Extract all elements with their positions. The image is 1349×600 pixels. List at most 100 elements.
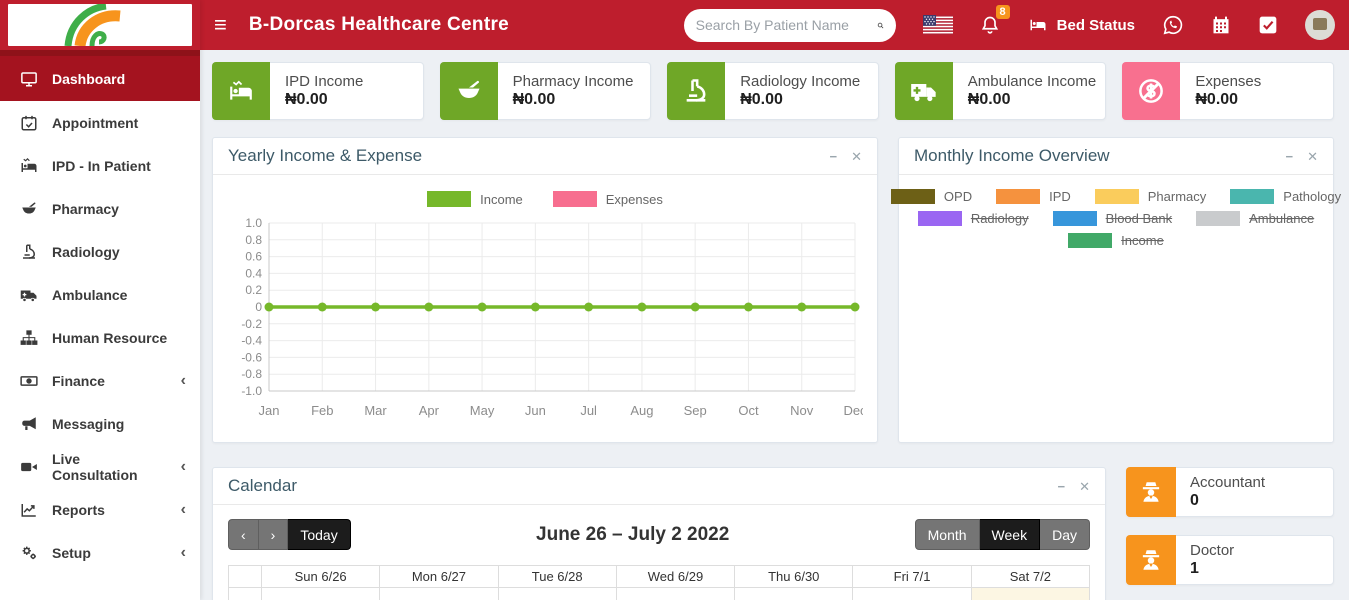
hamburger-menu-icon[interactable]: ≡ xyxy=(214,12,227,37)
sidebar-item-dashboard[interactable]: Dashboard xyxy=(0,56,200,101)
close-icon[interactable]: ✕ xyxy=(1079,478,1090,494)
calendar-prev-button[interactable]: ‹ xyxy=(228,519,259,550)
sidebar-item-label: Human Resource xyxy=(52,329,168,346)
calendar-view-day-button[interactable]: Day xyxy=(1040,519,1090,550)
close-icon[interactable]: ✕ xyxy=(851,148,862,164)
user-secret-icon xyxy=(1126,535,1176,585)
calendar-body: ‹ › Today June 26 – July 2 2022 Month We… xyxy=(213,505,1105,600)
sidebar-item-radiology[interactable]: Radiology xyxy=(0,230,200,273)
close-icon[interactable]: ✕ xyxy=(1307,148,1318,164)
svg-text:Aug: Aug xyxy=(630,403,653,418)
svg-text:Oct: Oct xyxy=(738,403,759,418)
legend-item-ambulance[interactable]: Ambulance xyxy=(1196,211,1314,226)
language-flag[interactable] xyxy=(922,15,953,35)
legend-row: OPD IPD Pharmacy Pathology xyxy=(890,189,1341,204)
us-flag-icon xyxy=(922,15,953,35)
monthly-chart-legend: OPD IPD Pharmacy Pathology Radiology Blood Ba… xyxy=(890,175,1341,248)
stat-label: Radiology Income xyxy=(740,73,861,90)
search-input[interactable] xyxy=(695,17,877,33)
svg-text:0.2: 0.2 xyxy=(245,283,262,297)
day-cell[interactable] xyxy=(852,587,972,600)
legend-swatch xyxy=(1196,211,1241,226)
legend-item-income[interactable]: Income xyxy=(1068,233,1164,248)
svg-text:0.6: 0.6 xyxy=(245,250,262,264)
calendar-view-week-button[interactable]: Week xyxy=(979,519,1041,550)
sidebar-item-ambulance[interactable]: Ambulance xyxy=(0,273,200,316)
sidebar-item-label: Reports xyxy=(52,501,105,518)
sidebar-item-setup[interactable]: Setup ‹ xyxy=(0,531,200,574)
whatsapp-button[interactable] xyxy=(1162,14,1184,36)
bed-status-button[interactable]: Bed Status xyxy=(1027,16,1135,34)
calendar-next-button[interactable]: › xyxy=(258,519,289,550)
calendar-button[interactable] xyxy=(1211,15,1231,35)
sidebar-item-finance[interactable]: Finance ‹ xyxy=(0,359,200,402)
sidebar-item-label: Dashboard xyxy=(52,70,126,87)
mortar-pestle-icon xyxy=(22,201,36,213)
sidebar-item-ipd[interactable]: IPD - In Patient xyxy=(0,144,200,187)
chevron-left-icon[interactable]: ‹ xyxy=(180,457,186,475)
legend-item-pharmacy[interactable]: Pharmacy xyxy=(1094,189,1206,204)
day-cell[interactable] xyxy=(260,587,381,600)
tasks-button[interactable] xyxy=(1258,15,1278,35)
day-cell[interactable] xyxy=(970,587,1091,600)
sidebar-item-live-consultation[interactable]: Live Consultation ‹ xyxy=(0,445,200,488)
doctor-count-card: Doctor 1 xyxy=(1126,535,1334,585)
chevron-left-icon[interactable]: ‹ xyxy=(180,543,186,561)
panel-header: Monthly Income Overview − ✕ xyxy=(899,138,1333,175)
sidebar-item-reports[interactable]: Reports ‹ xyxy=(0,488,200,531)
app-logo[interactable] xyxy=(8,4,192,46)
patient-bed-icon xyxy=(21,157,37,172)
svg-text:May: May xyxy=(470,403,495,418)
svg-text:Feb: Feb xyxy=(311,403,333,418)
legend-item-pathology[interactable]: Pathology xyxy=(1230,189,1341,204)
legend-swatch xyxy=(917,211,962,226)
stat-card-row: IPD Income ₦0.00 Pharmacy Income ₦0.00 Rad… xyxy=(212,62,1334,120)
day-cell[interactable] xyxy=(379,587,499,600)
stat-label: IPD Income xyxy=(285,73,364,90)
day-cell[interactable] xyxy=(497,587,617,600)
legend-item-opd[interactable]: OPD xyxy=(890,189,972,204)
sidebar-item-label: Finance xyxy=(52,372,105,389)
day-header: Wed 6/29 xyxy=(615,565,736,588)
main-content: IPD Income ₦0.00 Pharmacy Income ₦0.00 Rad… xyxy=(200,0,1349,600)
user-avatar[interactable] xyxy=(1305,10,1335,40)
sidebar-item-appointment[interactable]: Appointment xyxy=(0,101,200,144)
stat-card-ambulance-income: Ambulance Income ₦0.00 xyxy=(894,62,1107,120)
calendar-view-month-button[interactable]: Month xyxy=(914,519,980,550)
sidebar-item-pharmacy[interactable]: Pharmacy xyxy=(0,187,200,230)
legend-label: Blood Bank xyxy=(1105,211,1173,226)
stat-label: Expenses xyxy=(1195,73,1262,90)
sidebar-item-messaging[interactable]: Messaging xyxy=(0,402,200,445)
day-cell[interactable] xyxy=(615,587,736,600)
day-header: Sun 6/26 xyxy=(260,565,381,588)
avatar-image xyxy=(1313,18,1327,30)
legend-item-ipd[interactable]: IPD xyxy=(996,189,1071,204)
sidebar: Dashboard Appointment IPD - In Patient P… xyxy=(0,0,200,600)
day-header: Fri 7/1 xyxy=(852,565,972,588)
logo-strip xyxy=(0,50,200,56)
notifications-bell[interactable]: 8 xyxy=(980,5,1010,36)
day-cell[interactable] xyxy=(734,587,854,600)
legend-label: IPD xyxy=(1049,189,1071,204)
chevron-left-icon[interactable]: ‹ xyxy=(180,500,186,518)
legend-swatch xyxy=(890,189,935,204)
calendar-today-button[interactable]: Today xyxy=(288,519,351,550)
stat-card-expenses: Expenses ₦0.00 xyxy=(1122,62,1334,120)
legend-item-expenses[interactable]: Expenses xyxy=(552,191,663,207)
chevron-left-icon[interactable]: ‹ xyxy=(180,371,186,389)
panel-title: Yearly Income & Expense xyxy=(228,146,423,165)
yearly-income-expense-panel: Yearly Income & Expense − ✕ Income Expens… xyxy=(212,137,878,443)
legend-item-radiology[interactable]: Radiology xyxy=(917,211,1029,226)
minimize-icon[interactable]: − xyxy=(829,148,838,164)
calendar-toolbar: ‹ › Today June 26 – July 2 2022 Month We… xyxy=(228,519,1090,550)
minimize-icon[interactable]: − xyxy=(1057,478,1066,494)
panel-title: Calendar xyxy=(228,476,297,495)
sidebar-item-human-resource[interactable]: Human Resource xyxy=(0,316,200,359)
minimize-icon[interactable]: − xyxy=(1285,148,1294,164)
mortar-pestle-icon xyxy=(439,62,498,120)
staff-value: 0 xyxy=(1190,492,1199,509)
legend-item-income[interactable]: Income xyxy=(427,191,523,207)
logo-area xyxy=(0,0,200,50)
search-icon[interactable] xyxy=(877,17,884,34)
legend-item-blood-bank[interactable]: Blood Bank xyxy=(1052,211,1173,226)
